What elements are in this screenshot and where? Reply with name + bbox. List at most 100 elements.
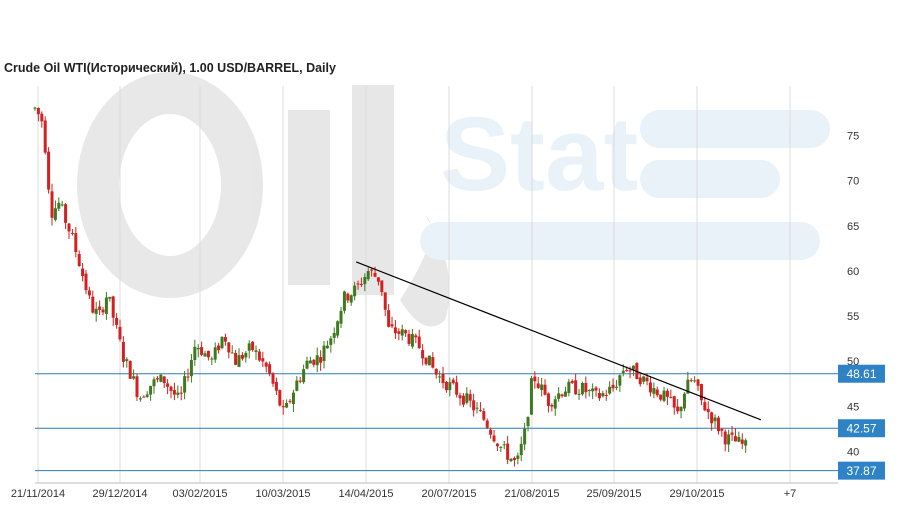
- candle-body: [213, 347, 217, 360]
- candle-body: [40, 113, 44, 122]
- candle-body: [353, 285, 357, 297]
- candle-body: [546, 393, 550, 406]
- y-tick-label: 55: [847, 311, 859, 323]
- candle-body: [730, 432, 734, 435]
- candle-body: [716, 417, 720, 432]
- candle-body: [703, 402, 707, 411]
- candle-body: [288, 400, 292, 402]
- candle-body: [206, 350, 210, 358]
- candle-body: [193, 346, 197, 360]
- candle-body: [53, 208, 57, 220]
- candle-body: [740, 439, 744, 444]
- candle-body: [628, 370, 632, 372]
- candle-body: [240, 354, 244, 359]
- candle-body: [115, 317, 119, 325]
- x-tick-label: 21/08/2015: [504, 488, 559, 500]
- x-axis: 21/11/2014 29/12/2014 03/02/2015 10/03/2015…: [11, 488, 796, 500]
- candle-body: [274, 381, 278, 391]
- candle-body: [376, 277, 380, 282]
- candle-body: [509, 458, 513, 462]
- candle-body: [179, 392, 183, 394]
- candle-body: [94, 308, 98, 314]
- chart-title: Crude Oil WTI(Исторический), 1.00 USD/BA…: [4, 61, 336, 75]
- candle-body: [57, 202, 61, 209]
- candle-body: [410, 334, 414, 347]
- candle-body: [665, 390, 669, 397]
- candle-body: [302, 369, 306, 383]
- candle-body: [570, 380, 574, 383]
- candle-body: [404, 330, 408, 334]
- x-tick-label: 03/02/2015: [172, 488, 227, 500]
- candle-body: [563, 391, 567, 397]
- candle-body: [271, 373, 275, 384]
- candle-body: [33, 107, 37, 109]
- candle-body: [138, 398, 142, 400]
- candle-body: [251, 341, 255, 351]
- y-tick-label: 45: [847, 401, 859, 413]
- candle-body: [230, 352, 234, 354]
- candle-body: [111, 296, 115, 318]
- candle-body: [737, 436, 741, 442]
- candle-body: [502, 444, 506, 446]
- candle-body: [648, 382, 652, 393]
- candle-body: [472, 400, 476, 411]
- candle-body: [444, 381, 448, 391]
- candle-body: [506, 443, 510, 460]
- candle-body: [237, 355, 241, 367]
- candle-body: [363, 277, 367, 285]
- candle-body: [254, 350, 258, 353]
- x-tick-label: 21/11/2014: [11, 488, 65, 500]
- candle-body: [121, 341, 125, 362]
- candle-body: [373, 272, 377, 277]
- candle-body: [611, 384, 615, 389]
- level-label: 37.87: [846, 464, 876, 478]
- candle-body: [397, 331, 401, 334]
- candle-body: [560, 394, 564, 397]
- candle-body: [689, 380, 693, 382]
- candle-body: [169, 386, 173, 391]
- candle-body: [594, 387, 598, 391]
- candle-body: [227, 342, 231, 353]
- candle-body: [631, 365, 635, 370]
- candle-body: [189, 360, 193, 377]
- candle-body: [475, 407, 479, 409]
- candle-body: [478, 410, 482, 412]
- candle-body: [67, 223, 71, 232]
- candle-body: [118, 326, 122, 340]
- svg-text:Stat: Stat: [440, 96, 638, 213]
- candle-body: [176, 392, 180, 395]
- candle-body: [427, 355, 431, 366]
- level-badge: [838, 461, 885, 480]
- candle-body: [577, 393, 581, 395]
- level-label: 48.61: [846, 367, 876, 381]
- candle-body: [574, 380, 578, 395]
- candle-body: [485, 420, 489, 428]
- candle-body: [557, 393, 561, 399]
- candle-body: [291, 392, 295, 405]
- candle-body: [159, 374, 163, 382]
- candle-body: [261, 358, 265, 362]
- candle-body: [533, 376, 537, 382]
- y-tick-label: 60: [847, 266, 859, 278]
- candle-body: [693, 380, 697, 382]
- candle-body: [434, 368, 438, 375]
- candle-body: [149, 385, 153, 395]
- candle-body: [512, 457, 516, 461]
- candle-body: [468, 394, 472, 401]
- candle-body: [383, 292, 387, 310]
- candle-body: [308, 360, 312, 364]
- candle-body: [135, 376, 139, 398]
- candle-body: [553, 399, 557, 409]
- x-tick-label: 20/07/2015: [421, 488, 476, 500]
- candle-body: [370, 269, 374, 271]
- candle-body: [679, 407, 683, 412]
- candle-body: [495, 443, 499, 447]
- candle-body: [142, 396, 146, 398]
- candle-body: [152, 379, 156, 387]
- candle-body: [336, 321, 340, 336]
- candle-body: [614, 386, 618, 388]
- candle-body: [132, 376, 136, 379]
- candle-body: [686, 379, 690, 394]
- y-tick-label: 75: [847, 131, 859, 143]
- x-tick-label: +7: [784, 488, 797, 500]
